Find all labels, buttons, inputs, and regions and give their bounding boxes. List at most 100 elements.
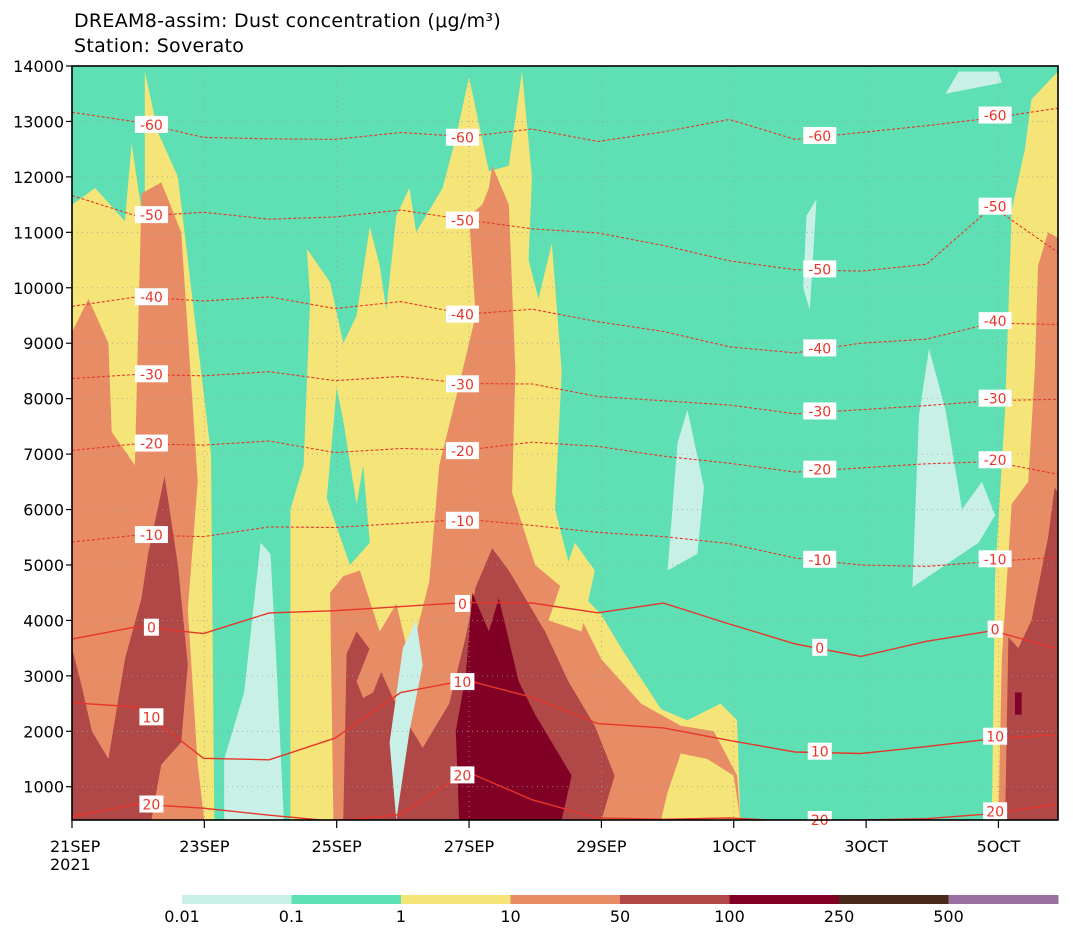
concentration-region-7: [356, 648, 387, 698]
contour-label-box: [134, 206, 168, 224]
contour-label-text: -50: [984, 200, 1007, 216]
contour-label-text: -40: [984, 314, 1007, 330]
x-tick-label: 21SEP: [50, 837, 101, 856]
y-tick-label: 7000: [23, 445, 64, 464]
contour-label: -50: [134, 206, 168, 224]
contour-label: -10: [134, 526, 168, 544]
contour-label-box: [978, 106, 1012, 124]
colorbar-label: 500: [933, 907, 964, 926]
contour-label-text: -30: [984, 392, 1007, 408]
chart-subtitle: Station: Soverato: [74, 35, 245, 57]
contour-label: -50: [445, 211, 479, 230]
plot-frame: [71, 65, 1059, 821]
x-tick-label: 5OCT: [977, 837, 1021, 856]
colorbar-swatch: [839, 895, 949, 904]
contour-label-box: [445, 511, 479, 529]
y-tick-label: 11000: [13, 223, 64, 242]
contour-label-box: [445, 442, 479, 460]
contour-label-text: -20: [140, 437, 163, 453]
contour-label-text: 0: [147, 621, 156, 637]
concentration-region-10: [224, 542, 284, 820]
x-tick-year-label: 2021: [50, 855, 91, 874]
contour-label-box: [445, 128, 479, 146]
contour-line--50: [72, 194, 1058, 272]
contour-label: -10: [978, 550, 1012, 568]
contour-labels: -60 -60 -60 -60 -50 -50 -50 -50 -40 -40 -40 -40 -30 -…: [134, 106, 1012, 829]
contour-label-text: -10: [808, 553, 831, 569]
y-tick-label: 4000: [23, 611, 64, 630]
colorbar-label: 0.01: [164, 907, 200, 926]
gridlines: [72, 65, 1058, 820]
contour-label-box: [143, 618, 159, 636]
colorbar-label: 0.1: [279, 907, 304, 926]
colorbar-swatch: [182, 895, 292, 904]
contour-label: -60: [978, 106, 1012, 125]
contour-label-text: -60: [808, 129, 831, 145]
y-tick-label: 12000: [13, 168, 64, 187]
contour-label-text: -10: [984, 552, 1007, 568]
contour-label-box: [803, 339, 837, 357]
contour-label-box: [454, 594, 470, 612]
contour-label-text: -20: [451, 444, 474, 460]
colorbar-label: 10: [500, 907, 520, 926]
contour-label: -30: [803, 402, 837, 420]
contour-label: -30: [978, 389, 1012, 408]
concentration-region-15: [1015, 692, 1022, 715]
contour-label-text: -60: [140, 118, 163, 134]
contour-label-text: 10: [811, 745, 829, 761]
contour-line--10: [72, 518, 1058, 567]
contour-label-text: -50: [808, 262, 831, 278]
contour-label-text: 20: [811, 813, 829, 829]
contour-label-text: 0: [815, 641, 824, 657]
y-tick-label: 5000: [23, 556, 64, 575]
contour-label: -40: [445, 305, 479, 324]
contour-label-text: -10: [451, 514, 474, 530]
colorbar: 0.01 0.1 1 10 50 100 250 500: [164, 895, 1059, 926]
colorbar-label: 1: [396, 907, 406, 926]
y-axis: 1000 2000 3000 4000 5000 6000 7000 8000 9000 1000…: [13, 57, 72, 797]
concentration-region-8: [455, 592, 572, 820]
contour-label: -50: [978, 197, 1012, 216]
colorbar-swatch: [948, 895, 1059, 904]
concentration-region-9: [389, 620, 423, 820]
contour-line-0: [72, 601, 1058, 658]
contour-line--40: [72, 296, 1058, 354]
contour-label-box: [803, 260, 837, 278]
contour-line--30: [72, 371, 1058, 415]
y-tick-label: 3000: [23, 667, 64, 686]
colorbar-swatch: [620, 895, 730, 904]
colorbar-swatch: [401, 895, 511, 904]
contour-label-box: [803, 460, 837, 478]
contour-label-box: [803, 402, 837, 420]
contour-label-text: 0: [991, 623, 1000, 639]
contour-label-box: [139, 795, 164, 813]
concentration-region-19: [945, 71, 1002, 94]
contour-label-box: [450, 766, 475, 784]
contour-label: -40: [803, 339, 837, 357]
x-tick-label: 25SEP: [312, 837, 363, 856]
x-tick-label: 3OCT: [844, 837, 888, 856]
contour-label-text: 20: [142, 798, 160, 814]
contour-label: -60: [134, 115, 168, 134]
contour-label: 0: [454, 594, 470, 613]
contour-label: -20: [445, 442, 479, 460]
concentration-region-4: [326, 387, 370, 565]
contour-label-box: [978, 550, 1012, 568]
contour-label: 10: [807, 742, 832, 761]
colorbar-label: 50: [610, 907, 630, 926]
chart-title: DREAM8-assim: Dust concentration (μg/m³): [74, 10, 502, 32]
contour-label-box: [978, 197, 1012, 215]
contour-label: -10: [445, 511, 479, 530]
contour-label-text: -40: [451, 308, 474, 324]
contour-label-text: 0: [458, 597, 467, 613]
y-tick-label: 14000: [13, 57, 64, 76]
concentration-region-20: [548, 542, 595, 632]
contour-label-text: -30: [808, 404, 831, 420]
contour-label-text: -50: [140, 208, 163, 224]
contour-label-box: [134, 288, 168, 306]
x-tick-label: 1OCT: [712, 837, 756, 856]
contour-label-box: [134, 526, 168, 544]
contour-label-text: -40: [140, 290, 163, 306]
contour-label-box: [134, 365, 168, 383]
contour-label: -20: [978, 451, 1012, 469]
